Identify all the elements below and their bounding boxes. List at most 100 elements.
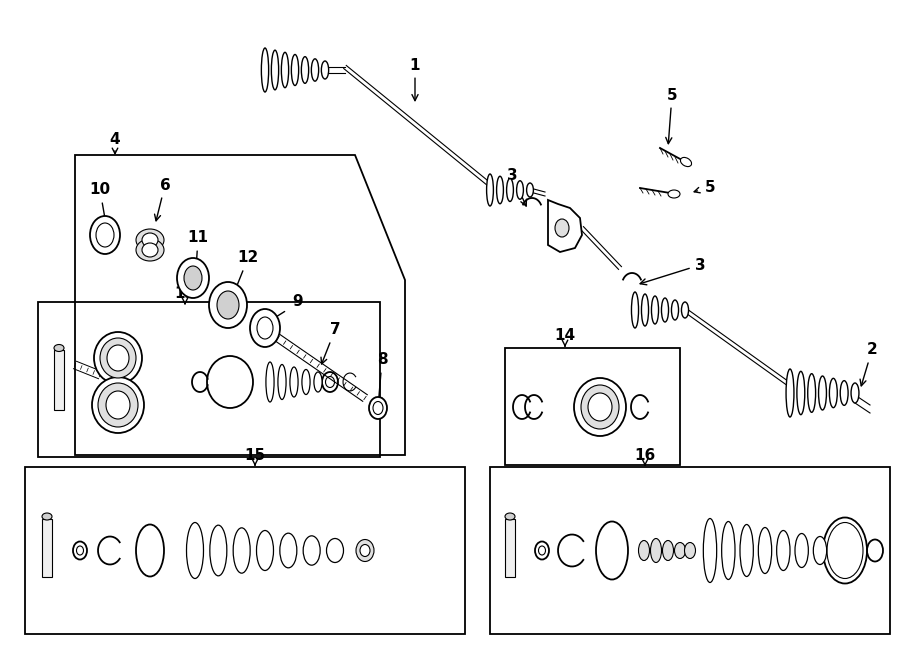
Ellipse shape bbox=[814, 537, 827, 564]
Text: 7: 7 bbox=[321, 323, 340, 364]
Ellipse shape bbox=[830, 378, 837, 408]
Ellipse shape bbox=[314, 372, 322, 392]
Ellipse shape bbox=[638, 541, 650, 561]
Ellipse shape bbox=[759, 527, 771, 574]
Text: 10: 10 bbox=[89, 182, 111, 226]
Ellipse shape bbox=[321, 61, 328, 79]
Ellipse shape bbox=[327, 539, 344, 563]
Ellipse shape bbox=[290, 367, 298, 397]
Text: 11: 11 bbox=[187, 231, 209, 266]
Text: 5: 5 bbox=[666, 87, 678, 143]
Ellipse shape bbox=[217, 291, 239, 319]
Ellipse shape bbox=[94, 332, 142, 384]
Ellipse shape bbox=[651, 539, 661, 563]
Ellipse shape bbox=[42, 513, 52, 520]
Ellipse shape bbox=[209, 282, 247, 328]
Ellipse shape bbox=[303, 536, 320, 565]
Ellipse shape bbox=[807, 373, 815, 412]
Ellipse shape bbox=[233, 528, 250, 573]
Ellipse shape bbox=[740, 524, 753, 576]
Ellipse shape bbox=[360, 545, 370, 557]
Ellipse shape bbox=[184, 266, 202, 290]
Ellipse shape bbox=[671, 300, 679, 320]
Ellipse shape bbox=[136, 229, 164, 251]
Bar bbox=[505, 348, 680, 465]
Ellipse shape bbox=[574, 378, 626, 436]
Polygon shape bbox=[548, 200, 582, 252]
Text: 5: 5 bbox=[705, 180, 716, 196]
Ellipse shape bbox=[369, 397, 387, 419]
Text: 3: 3 bbox=[640, 258, 706, 285]
Ellipse shape bbox=[373, 401, 383, 414]
Text: 12: 12 bbox=[233, 251, 258, 294]
Text: 9: 9 bbox=[292, 295, 303, 309]
Ellipse shape bbox=[581, 385, 619, 429]
Ellipse shape bbox=[487, 174, 493, 206]
Ellipse shape bbox=[642, 294, 649, 326]
Ellipse shape bbox=[136, 239, 164, 261]
Ellipse shape bbox=[517, 180, 524, 199]
Ellipse shape bbox=[256, 531, 274, 570]
Ellipse shape bbox=[652, 296, 659, 324]
Ellipse shape bbox=[703, 518, 716, 582]
Ellipse shape bbox=[685, 543, 696, 559]
Ellipse shape bbox=[497, 176, 503, 204]
Ellipse shape bbox=[250, 309, 280, 347]
Bar bbox=[505, 518, 515, 576]
Ellipse shape bbox=[280, 533, 297, 568]
Ellipse shape bbox=[278, 364, 286, 399]
Ellipse shape bbox=[257, 317, 273, 339]
Ellipse shape bbox=[98, 383, 138, 427]
Ellipse shape bbox=[526, 183, 534, 197]
Ellipse shape bbox=[96, 223, 114, 247]
Ellipse shape bbox=[505, 513, 515, 520]
Ellipse shape bbox=[142, 233, 158, 247]
Ellipse shape bbox=[681, 302, 688, 318]
Text: 8: 8 bbox=[376, 352, 387, 404]
Ellipse shape bbox=[272, 50, 279, 90]
Text: 4: 4 bbox=[110, 132, 121, 147]
Ellipse shape bbox=[674, 543, 686, 559]
Ellipse shape bbox=[795, 533, 808, 568]
Text: 6: 6 bbox=[155, 178, 170, 221]
Ellipse shape bbox=[302, 369, 310, 395]
Text: 2: 2 bbox=[860, 342, 878, 386]
Ellipse shape bbox=[555, 219, 569, 237]
Ellipse shape bbox=[186, 522, 203, 578]
Ellipse shape bbox=[90, 216, 120, 254]
Ellipse shape bbox=[142, 243, 158, 257]
Ellipse shape bbox=[282, 52, 289, 88]
Text: 13: 13 bbox=[175, 286, 195, 301]
Ellipse shape bbox=[266, 362, 274, 402]
Ellipse shape bbox=[851, 383, 859, 403]
Ellipse shape bbox=[356, 539, 374, 561]
Bar bbox=[38, 302, 380, 457]
Ellipse shape bbox=[107, 345, 129, 371]
Bar bbox=[490, 467, 890, 634]
Ellipse shape bbox=[680, 157, 691, 167]
Ellipse shape bbox=[662, 541, 673, 561]
Ellipse shape bbox=[106, 391, 130, 419]
Ellipse shape bbox=[261, 48, 268, 92]
Ellipse shape bbox=[210, 525, 227, 576]
Text: 15: 15 bbox=[245, 447, 266, 463]
Text: 14: 14 bbox=[554, 327, 576, 342]
Ellipse shape bbox=[632, 292, 638, 328]
Bar bbox=[54, 350, 64, 410]
Ellipse shape bbox=[311, 59, 319, 81]
Ellipse shape bbox=[588, 393, 612, 421]
Ellipse shape bbox=[92, 377, 144, 433]
Ellipse shape bbox=[507, 178, 513, 202]
Bar bbox=[25, 467, 465, 634]
Ellipse shape bbox=[819, 376, 826, 410]
Ellipse shape bbox=[786, 369, 794, 417]
Ellipse shape bbox=[796, 371, 805, 414]
Ellipse shape bbox=[668, 190, 680, 198]
Text: 3: 3 bbox=[507, 167, 526, 206]
Text: 1: 1 bbox=[410, 58, 420, 100]
Bar bbox=[42, 518, 52, 576]
Ellipse shape bbox=[100, 338, 136, 378]
Ellipse shape bbox=[777, 531, 790, 570]
Ellipse shape bbox=[841, 381, 848, 405]
Ellipse shape bbox=[662, 298, 669, 322]
